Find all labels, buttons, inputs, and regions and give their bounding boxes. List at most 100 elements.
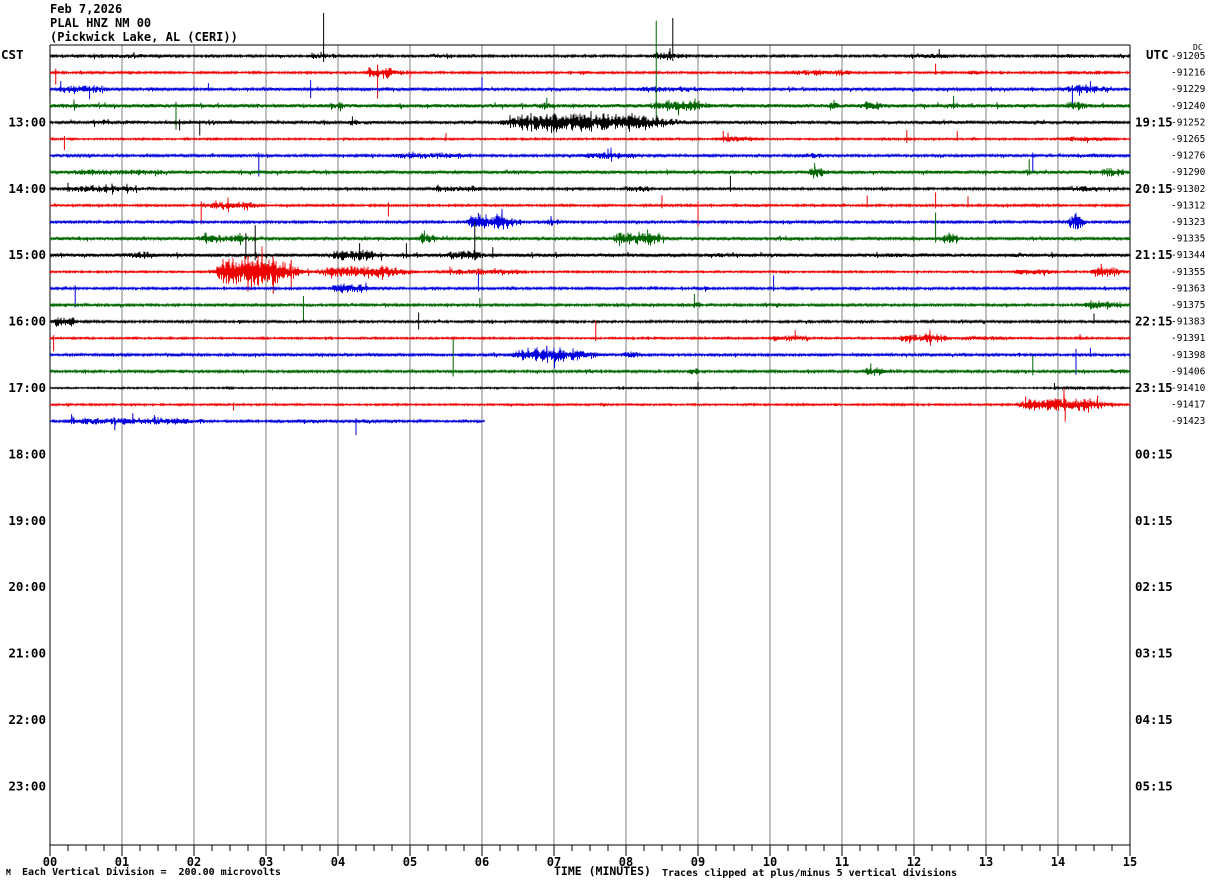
cst-hour-label: 23:00 [8, 778, 46, 793]
dc-value: -91423 [1171, 416, 1205, 427]
x-axis-ticks [49, 845, 1131, 856]
dc-value: -91205 [1171, 51, 1205, 62]
utc-hour-label: 02:15 [1135, 579, 1173, 594]
minute-gridlines [49, 45, 1131, 845]
trace-row [49, 246, 1131, 294]
dc-value: -91265 [1171, 134, 1205, 145]
trace-row [49, 110, 1131, 136]
x-axis-title: TIME (MINUTES) [554, 864, 651, 878]
cst-hour-label: 14:00 [8, 181, 46, 196]
dc-value: -91383 [1171, 317, 1205, 328]
trace-row [49, 382, 1131, 391]
minute-label: 03 [259, 855, 273, 869]
dc-value: -91375 [1171, 300, 1205, 311]
trace-row [49, 222, 1131, 262]
plot-date: Feb 7,2026 [50, 2, 123, 16]
trace-row [49, 159, 1131, 179]
utc-hour-label: 05:15 [1135, 778, 1173, 793]
dc-value: -91312 [1171, 200, 1205, 211]
dc-value: -91229 [1171, 84, 1206, 95]
cst-hour-label: 22:00 [8, 712, 46, 727]
minute-label: 00 [43, 855, 57, 869]
minute-label: 04 [331, 855, 345, 869]
dc-value: -91276 [1171, 151, 1206, 162]
minute-label: 15 [1123, 855, 1137, 869]
trace-row [49, 273, 1131, 308]
minute-label: 02 [187, 855, 201, 869]
corner-mark: M [6, 868, 11, 877]
cst-hour-label: 16:00 [8, 314, 46, 329]
utc-hour-label: 00:15 [1135, 446, 1173, 461]
utc-hour-label: 22:15 [1135, 314, 1173, 329]
clip-note: Traces clipped at plus/minus 5 vertical … [662, 868, 958, 879]
trace-row [49, 212, 1131, 246]
dc-value: -91355 [1171, 267, 1205, 278]
station-code: PLAL HNZ NM 00 [50, 16, 152, 30]
trace-row [49, 208, 1131, 230]
cst-hour-label: 18:00 [8, 446, 46, 461]
minute-label: 07 [547, 855, 561, 869]
dc-value: -91344 [1171, 250, 1206, 261]
minute-label: 05 [403, 855, 417, 869]
minute-label: 08 [619, 855, 633, 869]
trace-row [49, 130, 1131, 150]
minute-label: 10 [763, 855, 777, 869]
minute-label: 11 [835, 855, 849, 869]
utc-hour-label: 19:15 [1135, 114, 1173, 129]
minute-label: 13 [979, 855, 993, 869]
cst-hour-label: 17:00 [8, 380, 46, 395]
minute-label: 09 [691, 855, 705, 869]
dc-value: -91323 [1171, 217, 1205, 228]
trace-row [49, 175, 1131, 195]
minute-label: 14 [1051, 855, 1065, 869]
dc-value: -91252 [1171, 117, 1205, 128]
station-location: (Pickwick Lake, AL (CERI)) [50, 30, 238, 44]
cst-hour-label: 20:00 [8, 579, 46, 594]
cst-hour-label: 13:00 [8, 114, 46, 129]
dc-value: -91335 [1171, 234, 1205, 245]
cst-hour-label: 21:00 [8, 646, 46, 661]
trace-row [49, 13, 1131, 62]
utc-hour-label: 01:15 [1135, 513, 1173, 528]
trace-row [49, 413, 485, 436]
cst-hour-label: 19:00 [8, 513, 46, 528]
utc-hour-label: 20:15 [1135, 181, 1173, 196]
dc-value: -91406 [1171, 366, 1206, 377]
trace-row [49, 20, 1131, 130]
trace-row [49, 388, 1131, 422]
trace-row [49, 321, 1131, 352]
utc-hour-labels: 19:15 20:15 21:15 22:15 23:15 00:15 01:15 02:15… [1135, 114, 1173, 793]
trace-row [49, 63, 1131, 99]
x-axis-labels: 00 01 02 03 04 05 06 07 08 09 10 11 12 13 14 15 [43, 855, 1137, 869]
dc-value: -91417 [1171, 400, 1205, 411]
dc-offset-values: DC-91205 -91216 -91229 -91240 -91252 -91265 -9… [1171, 43, 1206, 427]
left-timezone-label: CST [1, 47, 24, 62]
utc-hour-label: 21:15 [1135, 247, 1173, 262]
cst-hour-label: 15:00 [8, 247, 46, 262]
cst-hour-labels: 13:00 14:00 15:00 16:00 17:00 18:00 19:00 20:00… [8, 114, 46, 793]
minute-label: 01 [115, 855, 129, 869]
dc-value: -91391 [1171, 333, 1206, 344]
trace-row [49, 312, 1131, 330]
dc-header: DC [1193, 43, 1203, 52]
trace-row [49, 339, 1131, 377]
traces [49, 13, 1131, 436]
dc-value: -91410 [1171, 383, 1206, 394]
trace-row [49, 77, 1131, 108]
right-timezone-label: UTC [1146, 47, 1169, 62]
plot-frame [49, 44, 1131, 846]
dc-value: -91363 [1171, 283, 1205, 294]
dc-value: -91302 [1171, 184, 1205, 195]
utc-hour-label: 23:15 [1135, 380, 1173, 395]
dc-value: -91216 [1171, 68, 1206, 79]
scale-note: Each Vertical Division = 200.00 microvol… [22, 867, 281, 878]
trace-row [49, 294, 1131, 321]
utc-hour-label: 03:15 [1135, 646, 1173, 661]
minute-label: 12 [907, 855, 921, 869]
minute-label: 06 [475, 855, 489, 869]
dc-value: -91240 [1171, 101, 1206, 112]
dc-value: -91398 [1171, 350, 1206, 361]
